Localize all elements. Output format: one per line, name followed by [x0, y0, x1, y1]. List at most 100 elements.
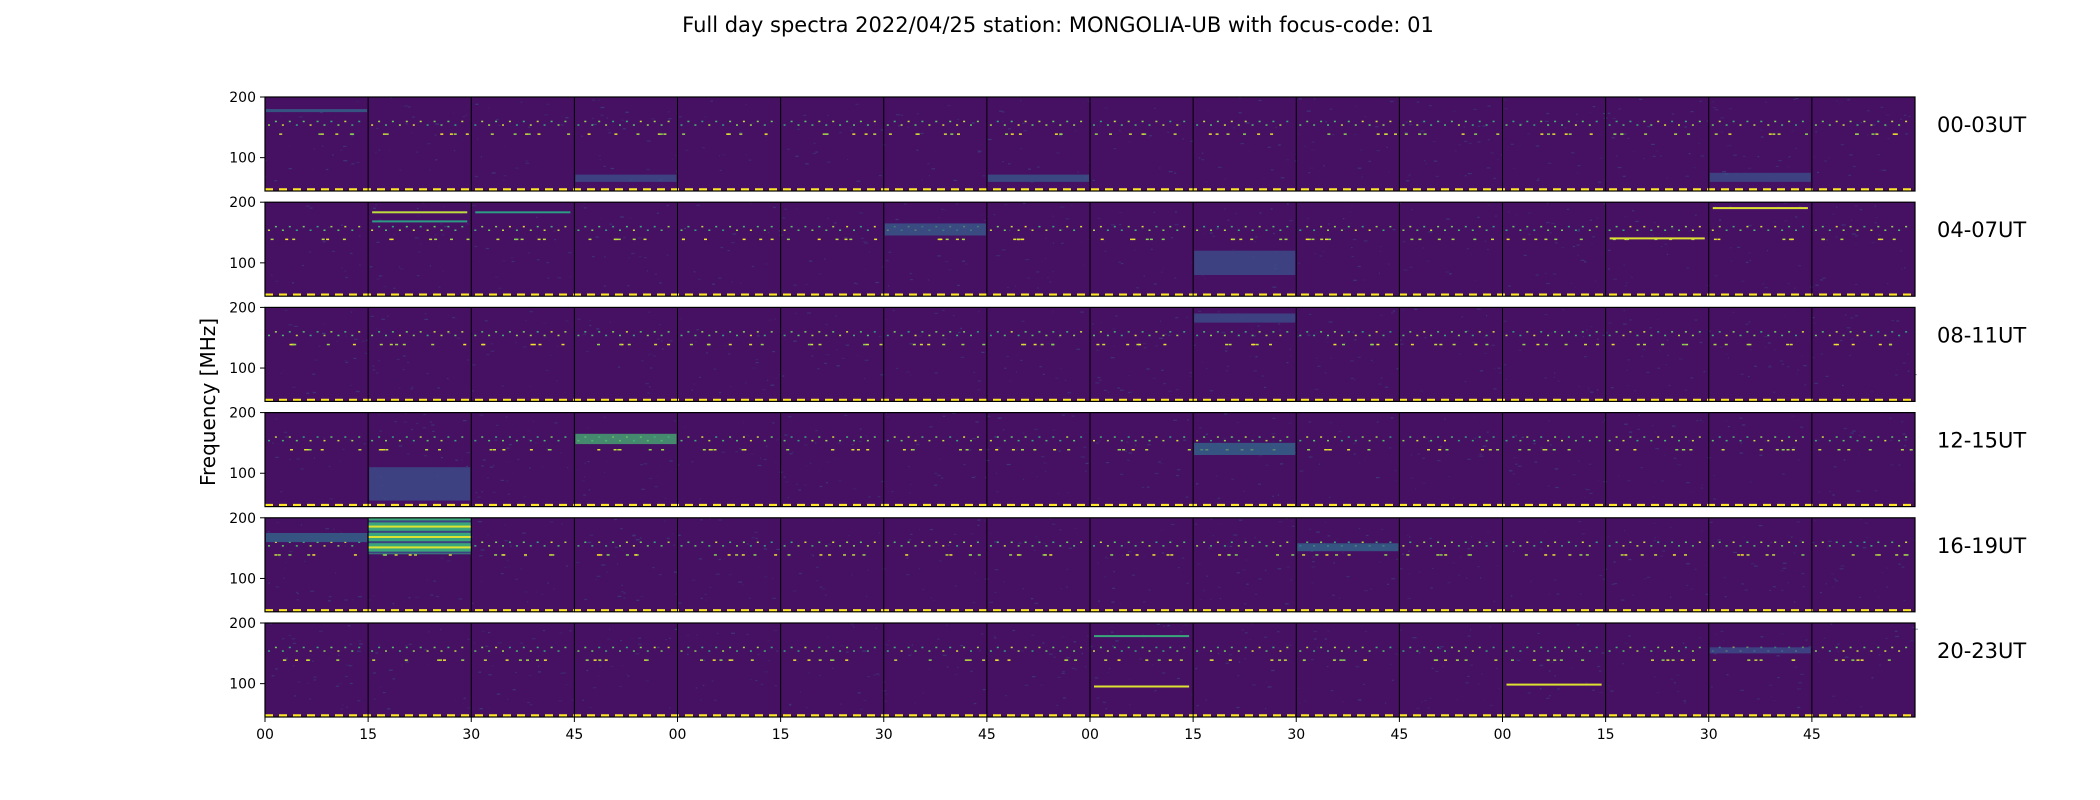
- rfi-dot: [1892, 133, 1896, 135]
- rfi-dot: [1230, 225, 1233, 228]
- noise-pixel: [1624, 285, 1628, 287]
- rfi-dot: [1444, 334, 1446, 337]
- noise-pixel: [479, 555, 483, 557]
- noise-pixel: [1385, 702, 1387, 704]
- noise-pixel: [924, 267, 927, 269]
- noise-pixel: [1058, 336, 1061, 338]
- rfi-dot: [371, 229, 374, 231]
- noise-pixel: [477, 521, 482, 523]
- rfi-dot: [1080, 436, 1083, 438]
- rfi-dot: [508, 331, 511, 333]
- rfi-dot: [639, 120, 642, 123]
- rfi-dot: [508, 436, 511, 438]
- rfi-dot: [557, 439, 560, 442]
- rfi-dot: [1038, 225, 1041, 228]
- noise-pixel: [265, 481, 269, 483]
- rfi-dot: [1423, 436, 1426, 438]
- rfi-dot: [289, 343, 293, 346]
- noise-pixel: [498, 124, 501, 126]
- rfi-dot: [619, 334, 621, 337]
- rfi-dot: [1878, 343, 1882, 346]
- rfi-dot: [1567, 436, 1570, 438]
- noise-pixel: [1030, 472, 1034, 474]
- noise-pixel: [975, 579, 980, 581]
- noise-pixel: [1323, 165, 1325, 167]
- noise-pixel: [1654, 537, 1657, 539]
- noise-pixel: [429, 265, 431, 267]
- noise-pixel: [1754, 365, 1757, 367]
- noise-pixel: [1749, 259, 1751, 262]
- rfi-dot: [1544, 554, 1548, 556]
- rfi-dot: [426, 124, 429, 126]
- noise-pixel: [841, 357, 845, 359]
- rfi-dot: [1595, 436, 1598, 438]
- noise-pixel: [278, 556, 281, 558]
- rfi-dot: [1740, 554, 1744, 556]
- rfi-dot: [1141, 541, 1144, 543]
- noise-pixel: [1020, 359, 1023, 361]
- noise-pixel: [1191, 694, 1193, 696]
- noise-pixel: [659, 465, 662, 467]
- rfi-dot: [1849, 541, 1852, 543]
- noise-pixel: [1313, 638, 1317, 640]
- noise-pixel: [805, 465, 808, 467]
- noise-pixel: [1052, 215, 1054, 217]
- rfi-dot: [811, 545, 814, 547]
- rfi-dot: [1657, 541, 1660, 543]
- rfi-dot: [742, 436, 745, 438]
- rfi-dot: [405, 225, 408, 228]
- rfi-dot: [1216, 541, 1219, 543]
- noise-pixel: [488, 674, 492, 676]
- noise-pixel: [1860, 122, 1862, 124]
- rfi-dot: [461, 436, 464, 438]
- noise-pixel: [1549, 444, 1552, 446]
- noise-pixel: [1048, 653, 1053, 655]
- noise-pixel: [724, 344, 726, 347]
- rfi-dot: [1474, 133, 1478, 135]
- noise-pixel: [845, 344, 850, 346]
- noise-pixel: [392, 678, 395, 680]
- noise-pixel: [318, 345, 321, 347]
- noise-pixel: [746, 633, 749, 636]
- noise-pixel: [1023, 130, 1027, 132]
- noise-pixel: [547, 582, 549, 584]
- rfi-dot: [1788, 331, 1791, 333]
- noise-pixel: [1500, 234, 1504, 236]
- rfi-dot: [1010, 541, 1013, 543]
- noise-pixel: [944, 260, 949, 263]
- noise-pixel: [1599, 157, 1603, 159]
- noise-pixel: [1766, 250, 1769, 252]
- rfi-dot: [1427, 449, 1430, 451]
- row-frame: [264, 201, 1916, 297]
- noise-pixel: [310, 590, 315, 592]
- rfi-dot: [1588, 124, 1591, 126]
- noise-pixel: [957, 284, 960, 286]
- noise-pixel: [853, 626, 855, 628]
- rfi-dot: [1141, 133, 1145, 135]
- noise-pixel: [410, 388, 414, 390]
- noise-pixel: [617, 595, 622, 597]
- rfi-dot: [391, 331, 394, 333]
- noise-pixel: [833, 519, 835, 521]
- spectra-panels: 10020000-03UT10020004-07UT10020008-11UT1…: [229, 90, 2026, 743]
- noise-pixel: [1733, 154, 1737, 156]
- noise-pixel: [838, 442, 841, 444]
- noise-pixel: [1361, 176, 1363, 178]
- noise-pixel: [1628, 635, 1631, 637]
- noise-pixel: [1632, 150, 1635, 152]
- noise-pixel: [496, 693, 501, 695]
- noise-pixel: [1451, 562, 1456, 564]
- rfi-dot: [1814, 124, 1817, 126]
- noise-pixel: [1871, 677, 1874, 679]
- noise-pixel: [868, 496, 871, 498]
- noise-pixel: [1216, 228, 1220, 230]
- noise-pixel: [584, 476, 586, 478]
- noise-pixel: [695, 687, 698, 689]
- noise-pixel: [1006, 463, 1011, 466]
- noise-pixel: [291, 638, 296, 640]
- noise-pixel: [757, 653, 760, 656]
- noise-pixel: [546, 448, 549, 450]
- rfi-dot: [963, 646, 966, 649]
- rfi-dot: [1471, 124, 1474, 126]
